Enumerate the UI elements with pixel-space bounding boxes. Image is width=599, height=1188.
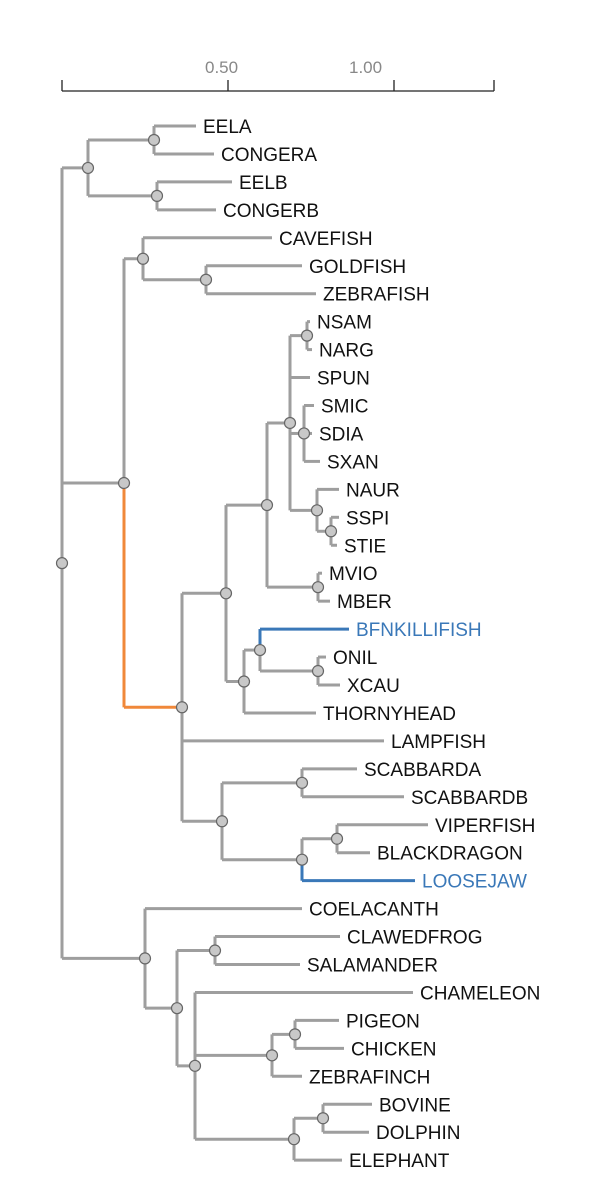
node-smic-group[interactable] <box>297 427 311 440</box>
axis-line <box>61 80 495 92</box>
leaf-label-zebrafish: ZEBRAFISH <box>323 285 430 306</box>
node-eels[interactable] <box>81 161 95 175</box>
node-mvio-mber[interactable] <box>311 581 325 594</box>
node-amphibians[interactable] <box>208 944 222 957</box>
node-birds[interactable] <box>265 1049 279 1062</box>
node-percomorph[interactable] <box>219 587 233 600</box>
node-tetrapods[interactable] <box>170 1002 184 1015</box>
leaf-label-onil: ONIL <box>333 648 377 669</box>
leaf-label-bovine: BOVINE <box>379 1095 451 1116</box>
node-cypriniformes[interactable] <box>136 252 150 265</box>
leaf-label-smic: SMIC <box>321 397 369 418</box>
leaf-label-scabbarda: SCABBARDA <box>364 760 482 781</box>
node-viper-black[interactable] <box>330 832 344 845</box>
node-sebastes-core[interactable] <box>283 416 297 430</box>
leaf-label-cavefish: CAVEFISH <box>279 229 373 250</box>
node-sarcopterygii[interactable] <box>138 952 152 965</box>
leaf-label-narg: NARG <box>319 341 374 362</box>
node-goldfish-zebra[interactable] <box>199 273 213 286</box>
leaf-label-viperfish: VIPERFISH <box>435 816 535 837</box>
leaf-label-sdia: SDIA <box>319 424 364 445</box>
leaf-label-mber: MBER <box>337 592 392 613</box>
node-eelb-conger[interactable] <box>150 189 164 202</box>
leaf-label-scabbardb: SCABBARDB <box>411 788 528 809</box>
leaf-label-congerb: CONGERB <box>223 201 319 222</box>
leaf-label-nsam: NSAM <box>317 313 372 334</box>
node-dragonfish[interactable] <box>295 853 309 866</box>
node-root[interactable] <box>55 557 69 570</box>
node-mammals[interactable] <box>287 1133 301 1146</box>
leaf-label-mvio: MVIO <box>329 564 378 585</box>
node-killi-group[interactable] <box>237 675 251 688</box>
leaf-label-lampfish: LAMPFISH <box>391 732 486 753</box>
node-bovine-dolphin[interactable] <box>316 1112 330 1125</box>
node-pigeon-chicken[interactable] <box>288 1028 302 1041</box>
leaf-label-stie: STIE <box>344 536 386 557</box>
leaf-label-salamander: SALAMANDER <box>307 956 438 977</box>
leaf-label-sxan: SXAN <box>327 452 379 473</box>
node-sspi-stie[interactable] <box>324 525 338 538</box>
node-sebastes-group[interactable] <box>260 498 274 512</box>
node-onil-xcau[interactable] <box>311 664 325 678</box>
node-naur-group[interactable] <box>310 504 324 517</box>
leaf-label-coelacanth: COELACANTH <box>309 900 439 921</box>
leaf-label-chicken: CHICKEN <box>351 1039 437 1060</box>
node-bfn-onil[interactable] <box>253 643 267 657</box>
node-scabbard[interactable] <box>295 776 309 789</box>
leaf-label-spun: SPUN <box>317 369 370 390</box>
leaf-label-chameleon: CHAMELEON <box>420 983 540 1004</box>
leaf-label-naur: NAUR <box>346 480 400 501</box>
leaf-label-zebrafinch: ZEBRAFINCH <box>309 1067 430 1088</box>
scale-axis: 0.50 1.00 <box>61 58 495 92</box>
axis-tick-label-100: 1.00 <box>349 58 382 77</box>
leaf-label-eelb: EELB <box>239 173 288 194</box>
leaf-label-clawedfrog: CLAWEDFROG <box>347 928 482 949</box>
leaf-label-elephant: ELEPHANT <box>349 1151 450 1172</box>
leaf-label-congera: CONGERA <box>221 145 317 166</box>
tree-branches <box>60 124 428 1162</box>
leaf-label-dolphin: DOLPHIN <box>376 1123 460 1144</box>
leaf-label-thornyhead: THORNYHEAD <box>323 704 456 725</box>
node-acanthomorpha[interactable] <box>175 701 189 714</box>
axis-tick-label-050: 0.50 <box>205 58 238 77</box>
node-amniotes[interactable] <box>188 1059 202 1072</box>
node-eela-conger[interactable] <box>147 133 161 147</box>
leaf-label-blackdragon: BLACKDRAGON <box>377 844 523 865</box>
leaf-label-eela: EELA <box>203 117 252 138</box>
leaf-label-bfnkillifish: BFNKILLIFISH <box>356 620 482 641</box>
leaf-label-sspi: SSPI <box>346 508 389 529</box>
node-teleosts[interactable] <box>117 476 131 490</box>
node-stomiiformes[interactable] <box>215 815 229 828</box>
leaf-labels: EELA CONGERA EELB CONGERB CAVEFISH GOLDFISH ZE… <box>203 117 540 1172</box>
leaf-label-loosejaw: LOOSEJAW <box>422 872 527 893</box>
node-nsam-narg[interactable] <box>300 329 314 342</box>
leaf-label-xcau: XCAU <box>347 676 400 697</box>
tree-nodes <box>55 133 344 1146</box>
leaf-label-pigeon: PIGEON <box>346 1011 420 1032</box>
leaf-label-goldfish: GOLDFISH <box>309 257 406 278</box>
